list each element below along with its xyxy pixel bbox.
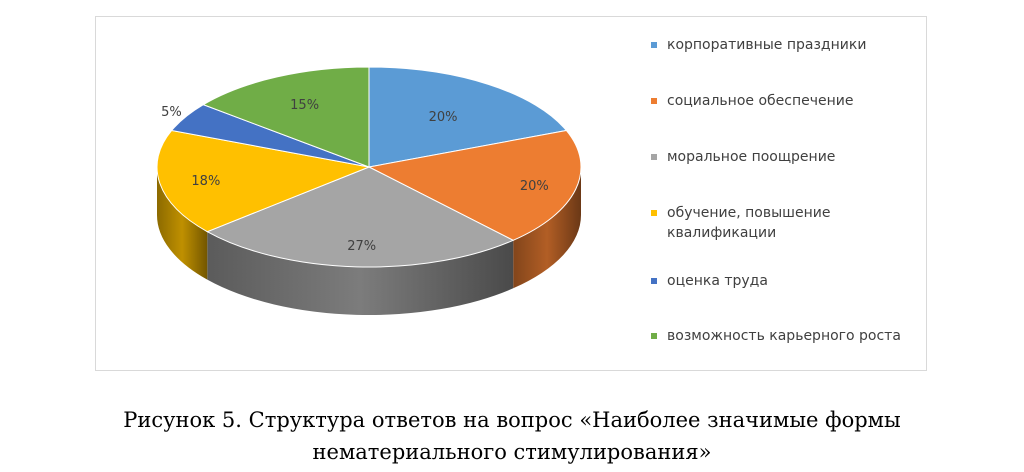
legend-swatch: [651, 42, 657, 48]
pie-tops: [156, 66, 582, 268]
pie-chart: 20% 20% 27% 18% 5% 15%: [156, 66, 582, 315]
pie-slice-0: [368, 66, 568, 168]
legend-swatch: [651, 278, 657, 284]
figure-caption: Рисунок 5. Структура ответов на вопрос «…: [0, 404, 1024, 468]
pie-side-3: [157, 167, 208, 280]
pie-slice-5: [202, 66, 370, 168]
pie-side-2: [207, 231, 514, 315]
legend-label: возможность карьерного роста: [667, 328, 901, 344]
data-label-1: 20%: [520, 179, 549, 194]
pie-slice-1: [367, 129, 582, 241]
legend-label: оценка труда: [667, 273, 768, 289]
legend-label: обучение, повышение квалификации: [667, 205, 831, 241]
caption-line-1: Рисунок 5. Структура ответов на вопрос «…: [123, 408, 901, 432]
legend-label: корпоративные праздники: [667, 37, 867, 53]
legend-swatch: [651, 210, 657, 216]
pie-slice-2: [206, 166, 515, 268]
data-label-0: 20%: [429, 110, 458, 125]
data-label-4: 5%: [161, 105, 182, 120]
pie-slice-3: [156, 129, 371, 233]
legend-label: социальное обеспечение: [667, 93, 854, 109]
chart-frame: 20% 20% 27% 18% 5% 15% корпоративные праздник…: [95, 16, 927, 371]
data-label-5: 15%: [290, 98, 319, 113]
pie-side-1: [513, 167, 581, 289]
legend-swatch: [651, 98, 657, 104]
data-label-3: 18%: [191, 174, 220, 189]
pie-sides: [157, 167, 581, 315]
legend-swatch: [651, 154, 657, 160]
legend-label: моральное поощрение: [667, 149, 836, 165]
data-label-2: 27%: [347, 239, 376, 254]
pie-labels: 20% 20% 27% 18% 5% 15%: [161, 98, 549, 254]
caption-line-2: нематериального стимулирования»: [312, 440, 712, 464]
legend-swatch: [651, 333, 657, 339]
